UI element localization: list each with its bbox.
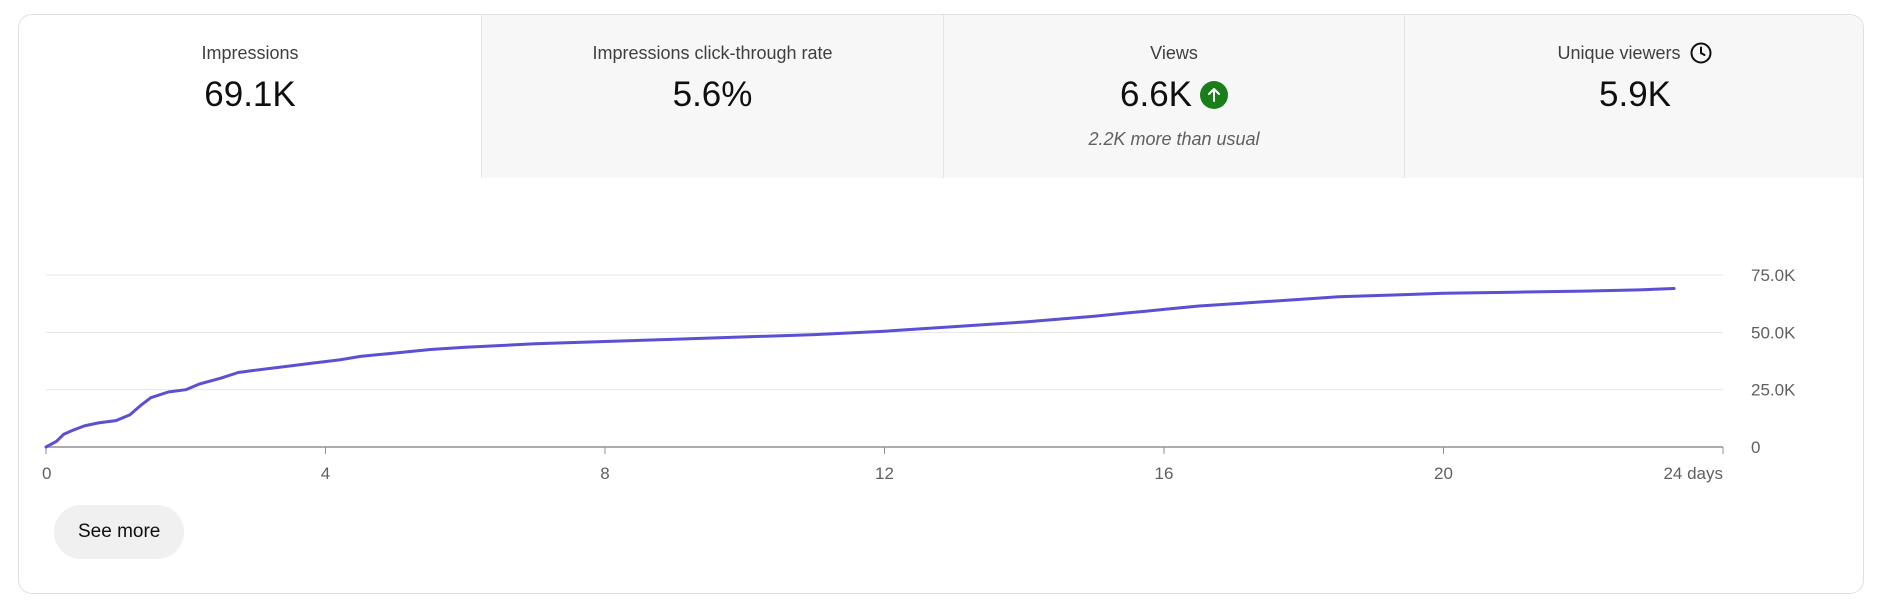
- x-tick-label: 20: [1434, 464, 1453, 483]
- analytics-card: Impressions 69.1K Impressions click-thro…: [18, 14, 1864, 594]
- tab-impressions-ctr[interactable]: Impressions click-through rate 5.6%: [481, 15, 943, 178]
- tab-views[interactable]: Views 6.6K 2.2K more than usual: [943, 15, 1404, 178]
- x-tick-label: 12: [875, 464, 894, 483]
- see-more-button[interactable]: See more: [54, 505, 185, 559]
- y-tick-label: 75.0K: [1751, 266, 1796, 285]
- y-tick-label: 25.0K: [1751, 381, 1796, 400]
- clock-icon[interactable]: [1689, 41, 1713, 65]
- tab-title: Views: [944, 41, 1404, 65]
- tab-value: 6.6K: [944, 73, 1404, 117]
- tab-value-text: 69.1K: [204, 75, 296, 114]
- tab-value-text: 5.6%: [672, 75, 753, 114]
- tab-unique-viewers[interactable]: Unique viewers 5.9K: [1404, 15, 1863, 178]
- impressions-chart: 0 25.0K 50.0K 75.0K 0 4 8 12 16 20 24 days: [19, 178, 1863, 508]
- series-line-impressions: [44, 287, 1676, 449]
- tab-title: Impressions click-through rate: [482, 41, 943, 65]
- tab-title-text: Impressions: [201, 43, 299, 63]
- tab-title-text: Unique viewers: [1557, 43, 1681, 63]
- tab-impressions[interactable]: Impressions 69.1K: [19, 15, 481, 178]
- tab-title-text: Views: [1150, 43, 1198, 63]
- tab-value-text: 6.6K: [1120, 75, 1192, 114]
- x-tick-label: 8: [600, 464, 609, 483]
- tab-value-text: 5.9K: [1599, 75, 1671, 114]
- x-tick-label: 4: [321, 464, 330, 483]
- tab-title: Unique viewers: [1405, 41, 1863, 65]
- tab-value: 5.6%: [482, 73, 943, 117]
- line-chart: 0 25.0K 50.0K 75.0K 0 4 8 12 16 20 24 days: [42, 266, 1796, 483]
- y-tick-label: 50.0K: [1751, 323, 1796, 342]
- x-tick-label: 16: [1155, 464, 1174, 483]
- y-tick-label: 0: [1751, 438, 1760, 457]
- tab-value: 5.9K: [1405, 73, 1863, 117]
- arrow-up-icon: [1200, 81, 1228, 109]
- x-tick-label: 0: [42, 464, 51, 483]
- x-tick-label: 24 days: [1663, 464, 1723, 483]
- tab-value: 69.1K: [19, 73, 481, 117]
- tab-title-text: Impressions click-through rate: [592, 43, 833, 63]
- tab-title: Impressions: [19, 41, 481, 65]
- views-trend-note: 2.2K more than usual: [1088, 129, 1260, 149]
- metric-tabs: Impressions 69.1K Impressions click-thro…: [19, 15, 1863, 178]
